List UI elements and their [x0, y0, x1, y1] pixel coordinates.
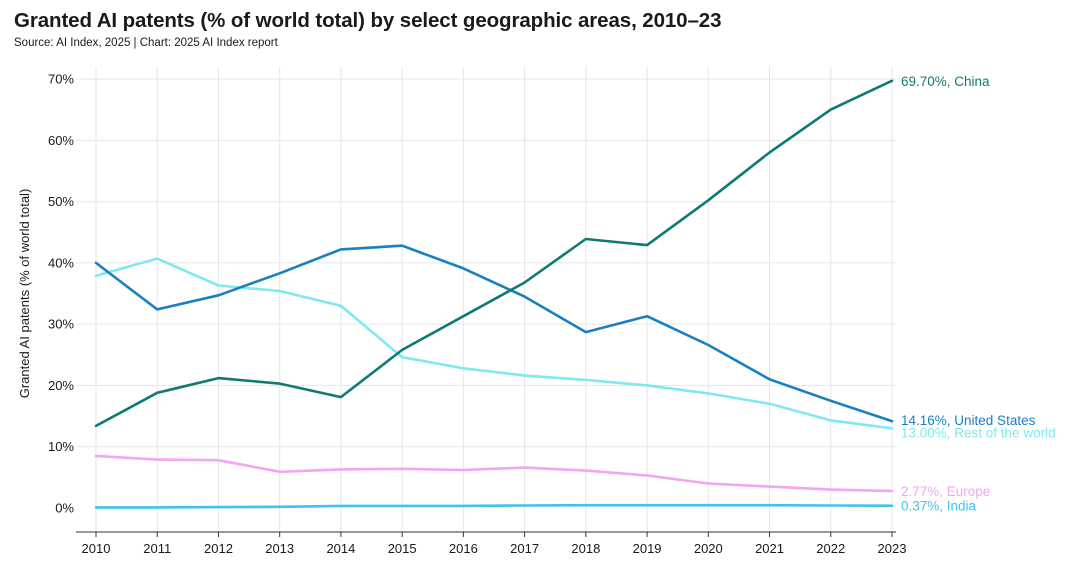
- x-tick-label: 2016: [449, 541, 478, 556]
- gridlines: [76, 67, 896, 532]
- y-tick-label: 20%: [48, 378, 74, 393]
- end-label-europe: 2.77%, Europe: [901, 484, 990, 499]
- y-axis-title: Granted AI patents (% of world total): [17, 189, 32, 399]
- y-tick-label: 40%: [48, 255, 74, 270]
- x-tick-label: 2021: [755, 541, 784, 556]
- end-label-china: 69.70%, China: [901, 74, 990, 89]
- end-label-us: 14.16%, United States: [901, 413, 1036, 428]
- chart-title: Granted AI patents (% of world total) by…: [14, 9, 722, 32]
- x-tick-label: 2018: [571, 541, 600, 556]
- x-tick-label: 2014: [326, 541, 355, 556]
- x-tick-label: 2017: [510, 541, 539, 556]
- series-line-us: [94, 244, 894, 423]
- y-tick-label: 30%: [48, 317, 74, 332]
- y-tick-label: 10%: [48, 439, 74, 454]
- y-tick-label: 70%: [48, 72, 74, 87]
- x-tick-label: 2011: [143, 541, 171, 556]
- series-line-india: [94, 503, 894, 509]
- y-tick-label: 50%: [48, 194, 74, 209]
- x-tick-label: 2012: [204, 541, 233, 556]
- axes: 0% 10% 20% 30% 40% 50% 60% 70% 2010 2011 2012 2013 2…: [17, 72, 906, 557]
- x-tick-label: 2022: [816, 541, 845, 556]
- x-tick-label: 2013: [265, 541, 294, 556]
- end-label-india: 0.37%, India: [901, 499, 977, 514]
- chart-source: Source: AI Index, 2025 | Chart: 2025 AI …: [14, 37, 278, 49]
- x-tick-label: 2019: [633, 541, 662, 556]
- x-tick-label: 2020: [694, 541, 723, 556]
- series-lines: [94, 79, 894, 509]
- x-tick-label: 2015: [388, 541, 417, 556]
- end-label-row: 13.00%, Rest of the world: [901, 425, 1056, 440]
- y-tick-label: 0%: [55, 501, 74, 516]
- series-line-europe: [94, 454, 894, 493]
- x-tick-label: 2010: [82, 541, 111, 556]
- series-line-china: [94, 79, 894, 428]
- y-tick-label: 60%: [48, 133, 74, 148]
- series-line-row: [94, 257, 894, 430]
- end-labels: 69.70%, China 14.16%, United States13.00%…: [901, 74, 1056, 514]
- x-tick-label: 2023: [878, 541, 907, 556]
